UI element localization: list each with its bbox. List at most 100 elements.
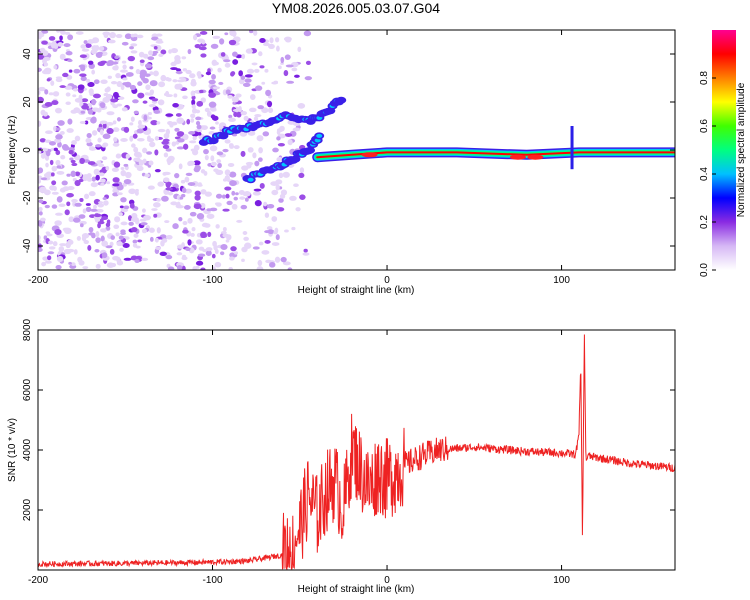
upper-branch-blob	[218, 132, 229, 140]
noise-speckle	[262, 131, 270, 137]
noise-speckle	[121, 60, 127, 64]
noise-speckle	[129, 135, 134, 142]
noise-speckle	[212, 266, 216, 270]
noise-speckle	[95, 51, 103, 58]
noise-speckle	[73, 249, 78, 255]
noise-speckle	[54, 228, 62, 236]
noise-speckle	[65, 51, 73, 56]
noise-speckle	[40, 30, 49, 34]
noise-speckle	[105, 245, 113, 249]
noise-speckle	[49, 185, 56, 191]
noise-speckle	[102, 197, 107, 200]
noise-speckle	[76, 236, 82, 241]
noise-speckle	[111, 167, 120, 172]
noise-speckle	[297, 46, 302, 53]
noise-speckle	[101, 252, 108, 259]
noise-speckle	[249, 94, 256, 100]
noise-speckle	[107, 75, 112, 79]
noise-speckle	[205, 247, 213, 252]
noise-speckle	[96, 208, 104, 213]
noise-speckle	[144, 63, 153, 69]
noise-speckle	[97, 222, 101, 229]
noise-speckle	[136, 165, 144, 172]
noise-speckle	[209, 207, 218, 212]
noise-speckle	[101, 144, 106, 148]
noise-speckle	[253, 68, 260, 73]
noise-speckle	[109, 32, 116, 39]
noise-speckle	[258, 51, 263, 57]
noise-speckle	[258, 147, 263, 154]
lower-branch-core	[247, 177, 254, 182]
noise-speckle	[71, 198, 78, 203]
noise-speckle	[56, 165, 62, 169]
noise-speckle	[84, 120, 89, 125]
noise-speckle	[109, 248, 115, 255]
noise-speckle	[254, 160, 260, 167]
noise-speckle	[246, 68, 255, 74]
noise-speckle	[137, 124, 146, 129]
noise-speckle	[61, 180, 68, 186]
noise-speckle	[206, 213, 215, 219]
noise-speckle	[38, 220, 43, 227]
noise-speckle	[197, 183, 203, 187]
noise-speckle	[252, 246, 260, 250]
noise-speckle	[236, 219, 243, 223]
noise-speckle	[167, 155, 175, 162]
noise-speckle	[149, 80, 158, 87]
noise-speckle	[109, 241, 114, 247]
noise-speckle	[247, 130, 256, 136]
x-tick-label: 0	[384, 275, 390, 286]
noise-speckle	[224, 139, 231, 144]
noise-speckle	[77, 84, 85, 90]
noise-speckle	[208, 101, 217, 108]
noise-speckle	[64, 209, 70, 216]
noise-speckle	[81, 235, 87, 242]
noise-speckle	[187, 48, 192, 55]
noise-speckle	[269, 37, 274, 44]
noise-speckle	[93, 93, 101, 99]
noise-speckle	[116, 103, 123, 107]
snr-series-line	[38, 334, 675, 570]
noise-speckle	[165, 181, 172, 186]
noise-speckle	[173, 59, 182, 65]
noise-speckle	[182, 229, 189, 234]
noise-speckle	[147, 185, 155, 190]
noise-speckle	[215, 202, 222, 207]
noise-speckle	[212, 35, 221, 39]
noise-speckle	[303, 248, 308, 253]
noise-speckle	[114, 216, 121, 223]
noise-speckle	[72, 94, 77, 98]
noise-speckle	[74, 135, 81, 142]
noise-speckle	[62, 72, 69, 78]
noise-speckle	[75, 31, 84, 35]
noise-speckle	[151, 208, 158, 211]
noise-speckle	[171, 141, 177, 147]
noise-speckle	[137, 239, 143, 243]
noise-speckle	[51, 100, 59, 106]
noise-speckle	[86, 78, 91, 83]
noise-speckle	[81, 104, 90, 110]
noise-speckle	[240, 111, 248, 116]
noise-speckle	[48, 246, 56, 250]
noise-speckle	[163, 152, 169, 158]
noise-speckle	[65, 101, 71, 106]
noise-speckle	[137, 92, 145, 99]
noise-speckle	[243, 115, 249, 121]
noise-speckle	[131, 143, 136, 148]
noise-speckle	[92, 130, 98, 136]
noise-speckle	[120, 169, 127, 177]
noise-speckle	[38, 90, 41, 95]
noise-speckle	[190, 90, 196, 97]
noise-speckle	[129, 203, 135, 209]
noise-speckle	[57, 120, 65, 126]
noise-speckle	[294, 74, 300, 78]
noise-speckle	[110, 98, 119, 103]
noise-speckle	[38, 199, 44, 204]
colorbar-label: Normalized spectral amplitude	[736, 82, 747, 217]
noise-speckle	[235, 192, 239, 196]
noise-speckle	[66, 173, 71, 177]
noise-speckle	[87, 244, 92, 251]
noise-speckle	[191, 108, 198, 114]
noise-speckle	[137, 81, 143, 86]
noise-speckle	[120, 167, 125, 170]
